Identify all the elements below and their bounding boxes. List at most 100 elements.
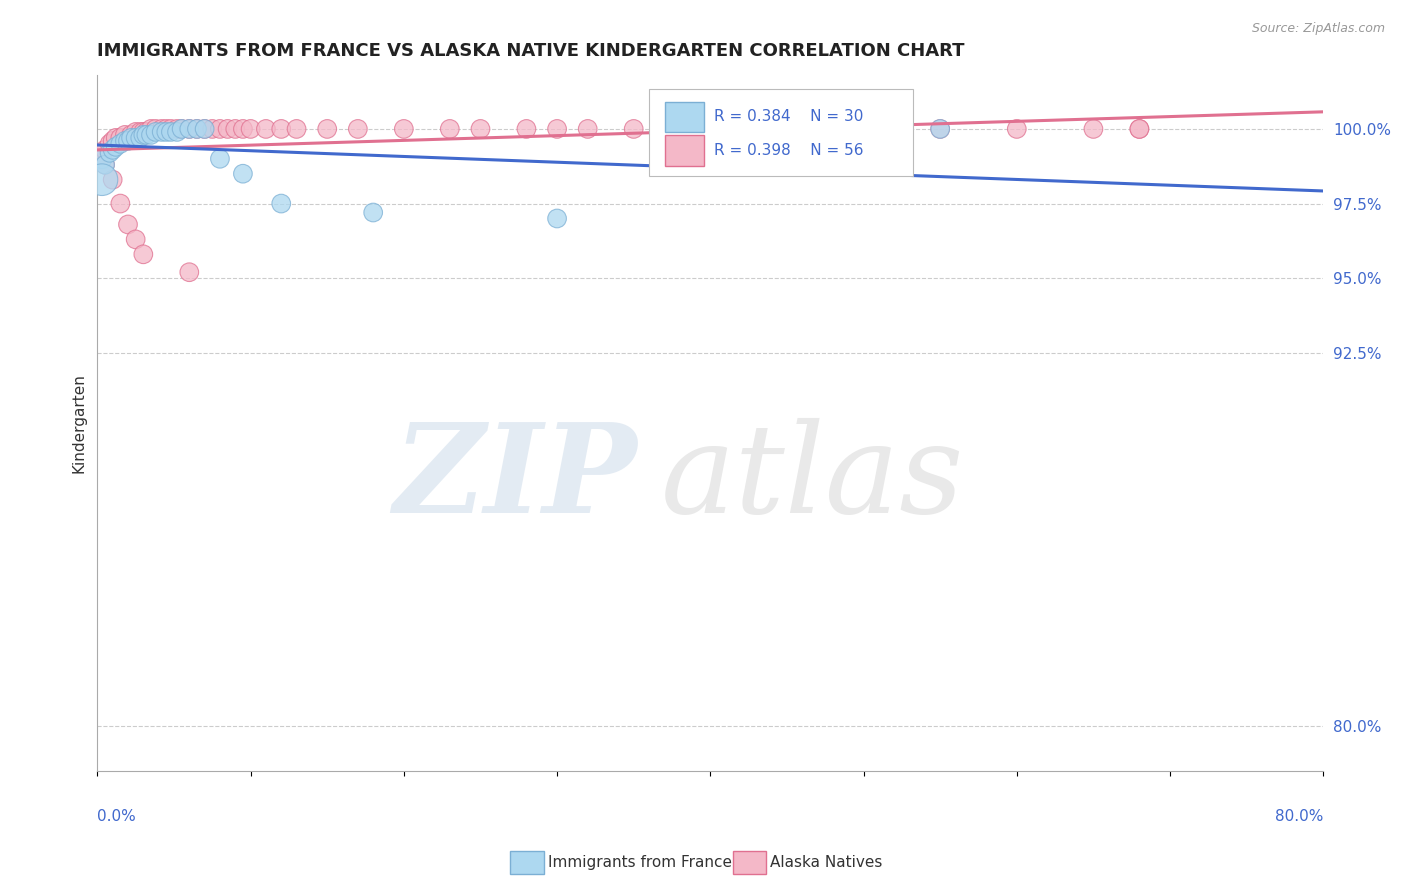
Point (101, 143, 124, 157)
Point (179, 265, 201, 279)
Point (135, 125, 157, 139)
Point (186, 122, 208, 136)
Point (179, 122, 201, 136)
Point (186, 122, 208, 136)
Point (224, 122, 246, 136)
Point (129, 125, 152, 139)
Point (239, 122, 262, 136)
Point (120, 128, 142, 142)
Text: ZIP: ZIP (394, 417, 637, 540)
Point (135, 128, 157, 142)
Point (546, 211, 568, 226)
Text: R = 0.398    N = 56: R = 0.398 N = 56 (714, 143, 863, 158)
Point (114, 128, 136, 142)
Point (254, 122, 277, 136)
Point (114, 134, 136, 148)
Text: 80.0%: 80.0% (1275, 809, 1323, 824)
Point (208, 122, 231, 136)
Point (132, 125, 155, 139)
Point (104, 131, 127, 145)
Point (179, 122, 201, 136)
Point (392, 122, 415, 136)
Point (194, 122, 217, 136)
Point (194, 122, 217, 136)
Point (470, 122, 492, 136)
Point (316, 122, 339, 136)
Point (110, 136, 132, 151)
Point (1083, 122, 1105, 136)
Point (117, 218, 139, 232)
Point (139, 122, 162, 136)
Point (439, 122, 461, 136)
Text: Source: ZipAtlas.com: Source: ZipAtlas.com (1251, 22, 1385, 36)
Point (929, 122, 952, 136)
Point (110, 131, 132, 145)
Point (929, 122, 952, 136)
Point (94, 158, 117, 172)
Point (515, 122, 537, 136)
Point (94, 143, 117, 157)
Point (155, 125, 177, 139)
FancyBboxPatch shape (650, 89, 912, 176)
Point (270, 196, 292, 211)
Point (170, 122, 193, 136)
Point (270, 122, 292, 136)
Point (776, 122, 799, 136)
Point (145, 122, 167, 136)
Point (139, 128, 162, 142)
Text: Immigrants from France: Immigrants from France (548, 855, 733, 870)
Point (132, 247, 155, 261)
Point (730, 122, 752, 136)
Point (110, 196, 132, 211)
Text: Alaska Natives: Alaska Natives (770, 855, 883, 870)
Text: R = 0.384    N = 30: R = 0.384 N = 30 (714, 110, 863, 125)
Point (201, 122, 224, 136)
Point (232, 122, 254, 136)
Point (166, 125, 188, 139)
Point (1128, 122, 1150, 136)
Point (576, 122, 599, 136)
Point (170, 122, 193, 136)
Point (91, 172, 114, 186)
Point (120, 131, 142, 145)
Y-axis label: Kindergarten: Kindergarten (72, 373, 86, 473)
Point (160, 125, 183, 139)
FancyBboxPatch shape (665, 135, 704, 166)
Point (285, 122, 308, 136)
Point (98, 145, 121, 160)
Point (217, 122, 239, 136)
Point (668, 122, 690, 136)
Point (94, 158, 117, 172)
Point (124, 232, 146, 246)
Point (124, 125, 146, 139)
Point (361, 205, 384, 219)
FancyBboxPatch shape (665, 102, 704, 132)
Point (117, 134, 139, 148)
Point (347, 122, 370, 136)
Point (208, 152, 231, 166)
Point (1128, 122, 1150, 136)
Point (129, 131, 152, 145)
Point (160, 122, 183, 136)
Point (101, 172, 124, 186)
Point (150, 125, 173, 139)
Point (132, 128, 155, 142)
Point (124, 131, 146, 145)
Point (104, 140, 127, 154)
Point (1005, 122, 1028, 136)
Point (155, 122, 177, 136)
Point (623, 122, 645, 136)
Point (91, 145, 114, 160)
Point (98, 136, 121, 151)
Point (166, 122, 188, 136)
Point (150, 122, 173, 136)
Text: IMMIGRANTS FROM FRANCE VS ALASKA NATIVE KINDERGARTEN CORRELATION CHART: IMMIGRANTS FROM FRANCE VS ALASKA NATIVE … (97, 42, 965, 60)
Text: 0.0%: 0.0% (97, 809, 136, 824)
Point (91, 152, 114, 166)
Point (852, 122, 875, 136)
Point (145, 125, 167, 139)
Point (101, 134, 124, 148)
Point (546, 122, 568, 136)
Text: atlas: atlas (661, 417, 965, 540)
Point (232, 167, 254, 181)
